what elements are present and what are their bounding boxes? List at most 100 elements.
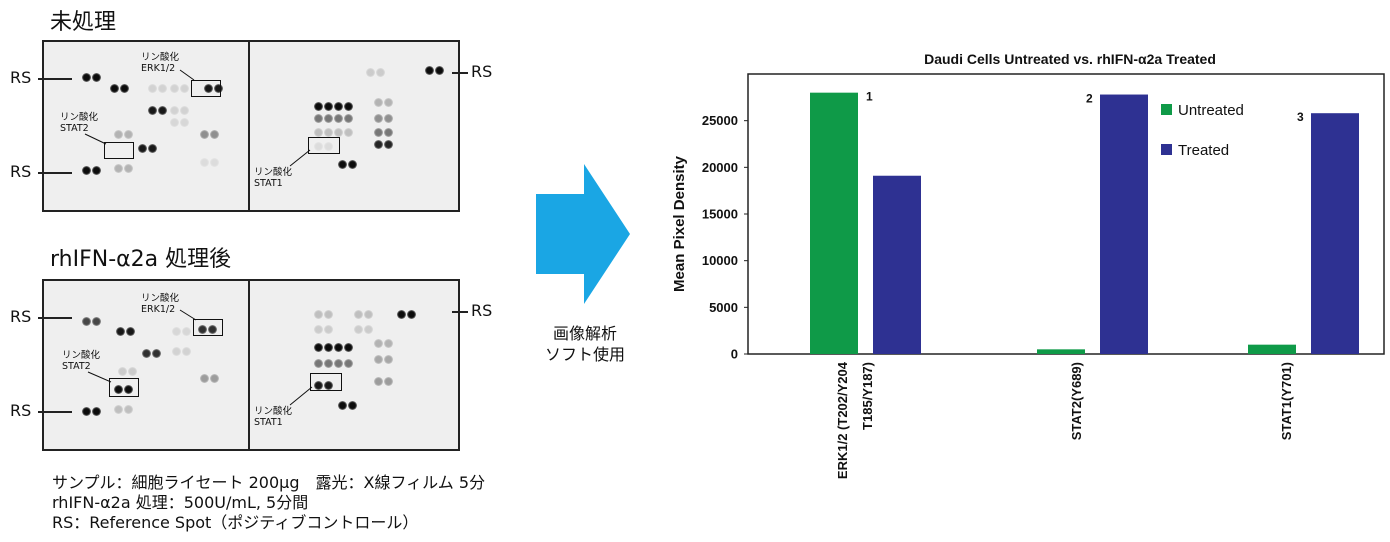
leader-line: [87, 371, 112, 383]
leader-line: [179, 69, 195, 81]
blot-spot: [147, 143, 157, 153]
y-axis-label: Mean Pixel Density: [671, 155, 688, 292]
bar-treated-0: [873, 175, 921, 354]
anno-line: リン酸化: [62, 350, 101, 361]
blot-spot: [313, 342, 323, 352]
blot-spot: [373, 338, 383, 348]
blot-spot: [81, 72, 91, 82]
blot-spot: [115, 326, 125, 336]
anno-line: STAT2: [60, 123, 89, 134]
blot-spot: [383, 139, 393, 149]
blot-divider: [248, 42, 250, 210]
anno-line: ERK1/2: [141, 304, 176, 315]
phospho-erk-label: リン酸化 ERK1/2: [141, 293, 179, 315]
phospho-stat1-label: リン酸化 STAT1: [254, 167, 292, 189]
bar-untreated-2: [1248, 344, 1296, 354]
blot-spot: [343, 342, 353, 352]
bar-untreated-0: [810, 92, 858, 354]
blot-spot: [199, 129, 209, 139]
rs-label: RS: [10, 307, 32, 326]
blot-spot: [353, 309, 363, 319]
bar-annotation: 1: [866, 90, 873, 104]
blot-spot: [141, 348, 151, 358]
blot-spot: [199, 373, 209, 383]
bar-treated-2: [1311, 113, 1359, 354]
blot-spot: [125, 326, 135, 336]
blot-spot: [81, 316, 91, 326]
blot-spot: [109, 83, 119, 93]
blot-spot: [151, 348, 161, 358]
anno-line: リン酸化: [141, 52, 180, 63]
blot-spot: [373, 97, 383, 107]
blot-spot: [363, 309, 373, 319]
y-tick-label: 0: [731, 347, 738, 362]
leader-line: [289, 386, 313, 406]
blot-spot: [373, 354, 383, 364]
blot-spot: [157, 83, 167, 93]
y-tick-label: 25000: [702, 113, 738, 128]
blot-spot: [179, 105, 189, 115]
rs-label: RS: [10, 401, 32, 420]
blot-spot: [373, 113, 383, 123]
legend-label: Treated: [1178, 142, 1229, 159]
y-tick-label: 15000: [702, 207, 738, 222]
treated-blot: [42, 279, 460, 451]
blot-spot: [373, 139, 383, 149]
arrow-label-line: ソフト使用: [544, 345, 625, 364]
blot-spot: [137, 143, 147, 153]
blot-spot: [347, 159, 357, 169]
erk-highlight-box: [193, 319, 223, 336]
blot-spot: [199, 157, 209, 167]
blot-spot: [323, 324, 333, 334]
anno-line: ERK1/2: [141, 63, 176, 74]
treated-title: rhIFN-α2a 処理後: [50, 247, 232, 272]
rs-line: [38, 317, 72, 319]
blot-spot: [81, 165, 91, 175]
footnote-line: rhIFN-α2a 処理：500U/mL, 5分間: [52, 493, 309, 512]
blot-spot: [197, 324, 207, 334]
blot-spot: [313, 141, 323, 151]
blot-spot: [81, 406, 91, 416]
phospho-stat2-label: リン酸化 STAT2: [62, 350, 100, 372]
rs-label: RS: [471, 301, 493, 320]
blot-spot: [323, 101, 333, 111]
blot-spot: [181, 346, 191, 356]
blot-spot: [169, 83, 179, 93]
blot-spot: [113, 129, 123, 139]
blot-spot: [373, 127, 383, 137]
blot-spot: [333, 101, 343, 111]
blot-spot: [337, 400, 347, 410]
blot-spot: [113, 163, 123, 173]
blot-spot: [323, 380, 333, 390]
anno-line: リン酸化: [254, 406, 293, 417]
blot-spot: [171, 326, 181, 336]
blot-spot: [323, 141, 333, 151]
blot-spot: [365, 67, 375, 77]
blot-spot: [333, 127, 343, 137]
x-category-label: T185/Y187): [860, 362, 875, 430]
rs-line: [452, 311, 468, 313]
anno-line: リン酸化: [60, 112, 99, 123]
blot-spot: [383, 97, 393, 107]
arrow-label-line: 画像解析: [552, 324, 617, 343]
blot-spot: [209, 129, 219, 139]
blot-spot: [127, 366, 137, 376]
blot-spot: [424, 65, 434, 75]
blot-spot: [383, 376, 393, 386]
blot-spot: [213, 83, 223, 93]
rs-line: [38, 411, 72, 413]
blot-spot: [383, 113, 393, 123]
blot-spot: [343, 101, 353, 111]
blot-spot: [313, 127, 323, 137]
blot-spot: [91, 72, 101, 82]
x-category-label: STAT1(Y701): [1279, 362, 1294, 440]
anno-line: リン酸化: [254, 167, 293, 178]
legend-swatch: [1161, 104, 1172, 115]
blot-spot: [181, 326, 191, 336]
rs-line: [452, 72, 468, 74]
bar-untreated-1: [1037, 349, 1085, 354]
blot-spot: [313, 324, 323, 334]
blot-spot: [383, 354, 393, 364]
leader-line: [289, 149, 311, 167]
blot-spot: [323, 113, 333, 123]
